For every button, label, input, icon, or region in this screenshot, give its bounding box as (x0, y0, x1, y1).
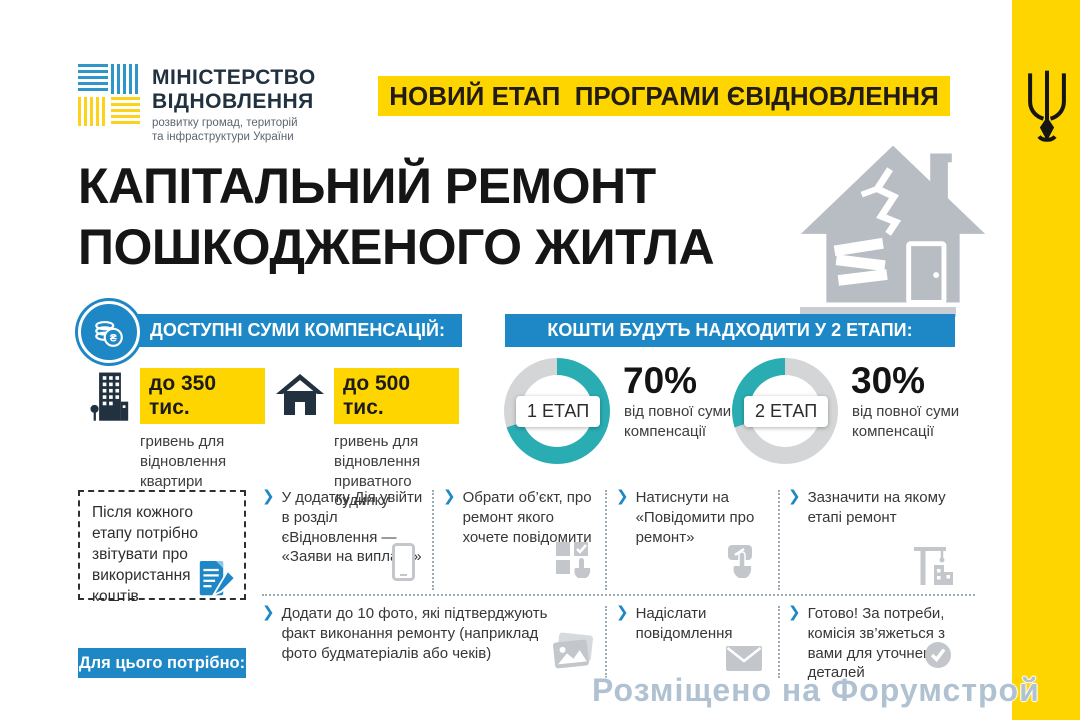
ministry-name-line2: ВІДНОВЛЕННЯ (152, 90, 314, 114)
page-title: КАПІТАЛЬНИЙ РЕМОНТ ПОШКОДЖЕНОГО ЖИТЛА (78, 156, 715, 278)
divider (605, 490, 607, 590)
divider (605, 606, 607, 678)
ministry-name-line1: МІНІСТЕРСТВО (152, 66, 316, 89)
apartment-building-icon (90, 370, 130, 426)
step-4: ❯ Зазначити на якому етапі ремонт (788, 488, 976, 528)
stage1-caption: від повної суми компенсації (624, 403, 732, 440)
trident-icon (1019, 68, 1075, 148)
ministry-subtitle-line2: та інфраструктури України (152, 131, 294, 144)
amount-badge: до 350 тис. (140, 368, 265, 424)
step-1: ❯ У додатку Дія увійти в розділ єВідновл… (262, 488, 424, 567)
divider (262, 594, 975, 596)
chevron-bullet-icon: ❯ (788, 488, 801, 505)
step-6: ❯ Надіслати повідомлення (616, 604, 766, 644)
house-icon (276, 374, 324, 416)
coins-icon: ₴ (78, 301, 140, 363)
ministry-subtitle-line1: розвитку громад, територій (152, 117, 298, 129)
select-object-icon (556, 540, 592, 580)
banner-shadow (800, 307, 956, 317)
step-5: ❯ Додати до 10 фото, які підтверджують ф… (262, 604, 567, 663)
logo-quadrant (78, 96, 108, 126)
ministry-name: МІНІСТЕРСТВО ВІДНОВЛЕННЯ (152, 66, 316, 114)
step-text: Додати до 10 фото, які підтверджують фак… (281, 605, 548, 662)
amount-caption: гривень для відновлення квартири (140, 433, 227, 490)
step-text: Надіслати повідомлення (635, 605, 733, 642)
logo-quadrant (110, 96, 140, 126)
reporting-note-box: Після кожного етапу потрібно звітувати п… (78, 490, 246, 605)
step-2: ❯ Обрати об’єкт, про ремонт якого хочете… (443, 488, 593, 547)
chevron-bullet-icon: ❯ (262, 488, 275, 505)
chevron-bullet-icon: ❯ (443, 488, 456, 505)
damaged-house-illustration (795, 142, 991, 312)
page-title-line1: КАПІТАЛЬНИЙ РЕМОНТ (78, 158, 656, 214)
check-circle-icon (924, 641, 952, 669)
compensation-header: ДОСТУПНІ СУМИ КОМПЕНСАЦІЙ: (104, 314, 462, 347)
amount-caption: гривень для відновлення приватного будин… (334, 433, 421, 510)
stage2-percent: 30% (851, 360, 926, 401)
page-title-line2: ПОШКОДЖЕНОГО ЖИТЛА (78, 219, 715, 275)
svg-text:₴: ₴ (110, 333, 117, 345)
envelope-icon (726, 646, 762, 671)
divider (778, 490, 780, 590)
ministry-subtitle: розвитку громад, територій та інфраструк… (152, 116, 298, 145)
stage1-percent: 70% (623, 360, 698, 401)
step-3: ❯ Натиснути на «Повідомити про ремонт» (616, 488, 766, 547)
logo-quadrant (78, 64, 108, 94)
step-text: Обрати об’єкт, про ремонт якого хочете п… (462, 489, 592, 546)
watermark: Розміщено на Форумстрой (592, 672, 1040, 708)
construction-crane-icon (911, 541, 955, 585)
program-banner: НОВИЙ ЕТАП ПРОГРАМИ ЄВІДНОВЛЕННЯ (378, 76, 950, 116)
step-text: Натиснути на «Повідомити про ремонт» (635, 489, 755, 546)
tap-icon (726, 545, 758, 579)
amount-badge: до 500 тис. (334, 368, 459, 424)
step-text: У додатку Дія увійти в розділ єВідновлен… (281, 489, 423, 566)
divider (778, 606, 780, 678)
report-document-icon (198, 558, 237, 600)
chevron-bullet-icon: ❯ (262, 604, 275, 621)
funding-header: КОШТИ БУДУТЬ НАДХОДИТИ У 2 ЕТАПИ: (505, 314, 955, 347)
divider (432, 490, 434, 590)
step-text: Зазначити на якому етапі ремонт (807, 489, 946, 526)
stage2-caption: від повної суми компенсації (852, 403, 960, 440)
reporting-note-text: Після кожного етапу потрібно звітувати п… (92, 504, 198, 605)
compensation-item-house: до 500 тис. гривень для відновлення прив… (334, 368, 459, 511)
chevron-bullet-icon: ❯ (616, 604, 629, 621)
stage1-label: 1 ЕТАП (516, 396, 601, 427)
need-banner: Для цього потрібно: (78, 648, 246, 678)
ministry-logo (78, 64, 140, 126)
chevron-bullet-icon: ❯ (788, 604, 801, 621)
step-text: Готово! За потреби, комісія зв’яжеться з… (807, 605, 948, 682)
logo-quadrant (110, 64, 140, 94)
smartphone-icon (392, 543, 415, 581)
step-7: ❯ Готово! За потреби, комісія зв’яжеться… (788, 604, 966, 683)
stage2-label: 2 ЕТАП (744, 396, 829, 427)
chevron-bullet-icon: ❯ (616, 488, 629, 505)
compensation-item-apartment: до 350 тис. гривень для відновлення квар… (140, 368, 265, 491)
photos-icon (552, 632, 594, 674)
